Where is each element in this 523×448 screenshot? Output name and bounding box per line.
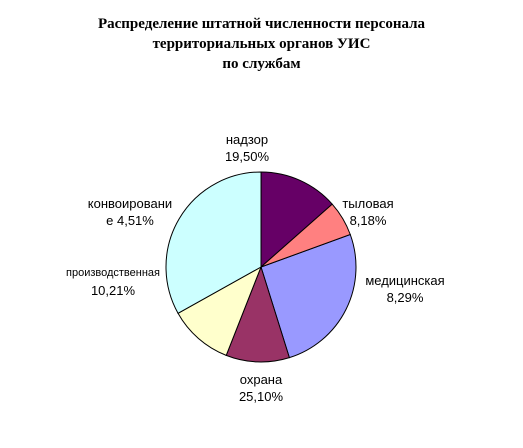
slice-label-ohrana-name: охрана bbox=[239, 372, 283, 387]
slice-label-proizvodstvennaya: производственная 10,21% bbox=[48, 265, 178, 299]
slice-label-medicinskaya: медицинская 8,29% bbox=[350, 272, 460, 306]
slice-label-medicinskaya-name: медицинская bbox=[365, 273, 445, 288]
pie-slice-1 bbox=[260, 233, 357, 359]
chart-title: Распределение штатной численности персон… bbox=[0, 14, 523, 74]
pie-slice-5 bbox=[260, 171, 333, 269]
slice-label-proizvodstvennaya-value: 10,21% bbox=[90, 283, 136, 298]
slice-label-nadzor-name: надзор bbox=[225, 132, 269, 147]
pie-slice-6 bbox=[260, 203, 351, 268]
pie-slice-3 bbox=[177, 265, 262, 357]
slice-label-konvoirovanie: конвоировани е 4,51% bbox=[72, 195, 188, 229]
slice-label-konvoirovanie-name: конвоировани bbox=[87, 196, 173, 211]
slice-label-tylovaya-value: 8,18% bbox=[349, 213, 387, 228]
slice-label-nadzor-value: 19,50% bbox=[224, 149, 270, 164]
chart-title-line-1: Распределение штатной численности персон… bbox=[97, 16, 426, 32]
chart-title-line-3: по службам bbox=[222, 56, 301, 72]
slice-label-medicinskaya-value: 8,29% bbox=[386, 290, 424, 305]
slice-label-tylovaya: тыловая 8,18% bbox=[328, 195, 408, 229]
pie-slice-4 bbox=[165, 171, 262, 314]
slice-label-proizvodstvennaya-name: производственная bbox=[66, 267, 160, 279]
slice-label-ohrana: охрана 25,10% bbox=[216, 371, 306, 405]
slice-label-nadzor: надзор 19,50% bbox=[200, 131, 294, 165]
slice-label-tylovaya-name: тыловая bbox=[342, 196, 394, 211]
slice-label-konvoirovanie-value: е 4,51% bbox=[106, 213, 154, 228]
chart-title-line-2: территориальных органов УИС bbox=[152, 36, 371, 52]
slice-label-ohrana-value: 25,10% bbox=[238, 389, 284, 404]
